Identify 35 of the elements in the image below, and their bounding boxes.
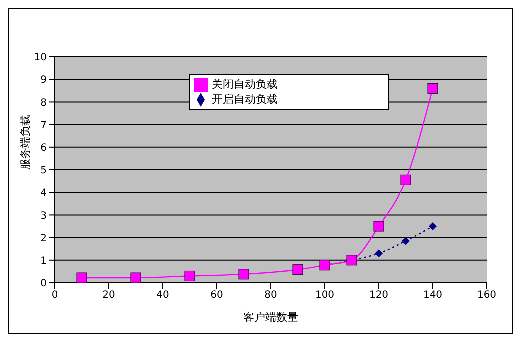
x-tick-label: 140 [423,290,443,302]
x-tick-label: 60 [210,290,224,302]
y-axis-title: 服务端负载 [18,115,32,170]
point [130,272,142,283]
y-tick-label: 4 [40,188,47,200]
y-tick-label: 8 [40,98,47,109]
point [400,174,412,186]
x-tick-label: 20 [102,290,116,302]
x-tick-label: 80 [264,290,278,302]
y-tick-label: 2 [40,233,47,244]
y-tick-label: 5 [40,166,47,177]
x-tick-label: 100 [315,290,335,302]
legend-label: 开启自动负载 [212,93,278,106]
point [76,272,88,283]
y-tick-label: 10 [34,52,47,64]
y-tick-label: 7 [40,120,47,132]
y-tick-label: 9 [40,75,47,86]
point [429,222,437,230]
point [375,250,383,258]
x-axis-title: 客户端数量 [244,311,298,324]
x-tick-label: 120 [369,290,389,302]
point [402,237,410,246]
y-tick-label: 1 [40,256,47,267]
x-tick-label: 160 [477,290,497,302]
point [184,270,196,282]
y-tick-label: 6 [40,142,47,154]
x-tick-label: 40 [156,290,170,302]
point [292,264,304,276]
legend-label: 关闭自动负载 [212,78,278,91]
x-tick-label: 0 [52,290,58,302]
point [428,83,438,94]
y-tick-label: 0 [40,278,47,290]
point [374,221,384,232]
y-tick-label: 3 [40,210,47,222]
point [238,269,250,280]
